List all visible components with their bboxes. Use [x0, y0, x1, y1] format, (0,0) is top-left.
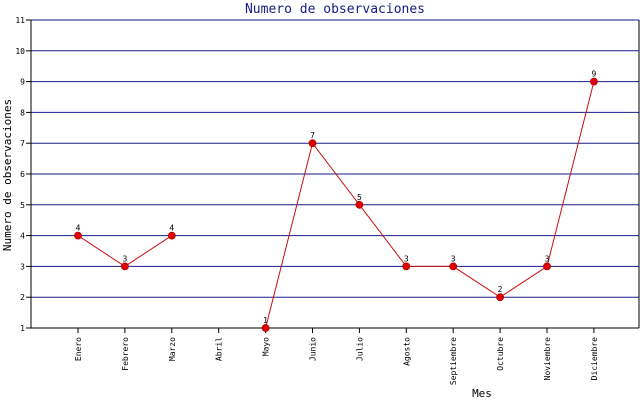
y-tick-label-4: 4: [20, 232, 25, 241]
series-line-segment: [265, 81, 595, 329]
x-tick-label: Abril: [215, 337, 224, 361]
x-tick-label: Enero: [74, 337, 83, 361]
y-tick-labels: 1 2 3 4 5 6 7 8 9 10 11: [15, 16, 31, 333]
data-label: 2: [498, 285, 503, 294]
x-tick-label: Junio: [309, 337, 318, 361]
data-point: [355, 200, 364, 209]
y-tick-label-1: 1: [20, 324, 25, 333]
data-label: 7: [310, 131, 315, 140]
data-label: 3: [122, 254, 127, 263]
y-tick-label-8: 8: [20, 108, 25, 117]
data-point: [543, 262, 551, 271]
data-points: [74, 77, 598, 332]
y-tick-label-6: 6: [20, 170, 25, 179]
data-label: 5: [357, 193, 362, 202]
x-tick-label: Noviembre: [543, 337, 552, 381]
x-tick-label: Agosto: [402, 337, 411, 366]
data-label: 1: [263, 316, 268, 325]
y-tick-label-5: 5: [20, 201, 25, 210]
data-point: [496, 293, 504, 302]
x-axis-label: Mes: [472, 387, 492, 400]
data-label: 3: [451, 254, 456, 263]
y-tick-label-10: 10: [15, 47, 25, 56]
y-axis-label: Numero de observaciones: [1, 99, 14, 251]
y-tick-label-11: 11: [15, 16, 25, 25]
x-tick-labels: Enero Febrero Marzo Abril Mayo Junio Julio Agos…: [74, 328, 599, 385]
x-tick-label: Septiembre: [449, 337, 458, 385]
y-tick-label-7: 7: [20, 139, 25, 148]
data-label: 9: [591, 70, 596, 79]
data-point: [590, 77, 598, 86]
data-label: 4: [76, 224, 81, 233]
x-tick-label: Diciembre: [590, 337, 599, 381]
data-label: 3: [404, 254, 409, 263]
data-point: [74, 231, 82, 240]
grid-lines: [31, 19, 639, 329]
x-tick-label: Febrero: [121, 337, 130, 371]
data-point: [402, 262, 411, 271]
x-tick-label: Mayo: [262, 337, 271, 356]
data-labels: 4 3 4 1 7 5 3 3 2 3 9: [76, 70, 597, 325]
data-label: 4: [169, 224, 174, 233]
data-label: 3: [545, 254, 550, 263]
data-point: [261, 324, 270, 332]
y-tick-label-2: 2: [20, 293, 25, 302]
axes: [30, 20, 640, 329]
data-point: [167, 231, 176, 240]
x-tick-label: Marzo: [168, 337, 177, 361]
x-tick-label: Octubre: [496, 337, 505, 371]
y-tick-label-9: 9: [20, 78, 25, 87]
data-point: [449, 262, 458, 271]
y-tick-label-3: 3: [20, 262, 25, 271]
data-point: [308, 139, 317, 148]
x-tick-label: Julio: [355, 337, 364, 361]
chart-title: Numero de observaciones: [245, 2, 425, 17]
data-point: [121, 262, 129, 271]
